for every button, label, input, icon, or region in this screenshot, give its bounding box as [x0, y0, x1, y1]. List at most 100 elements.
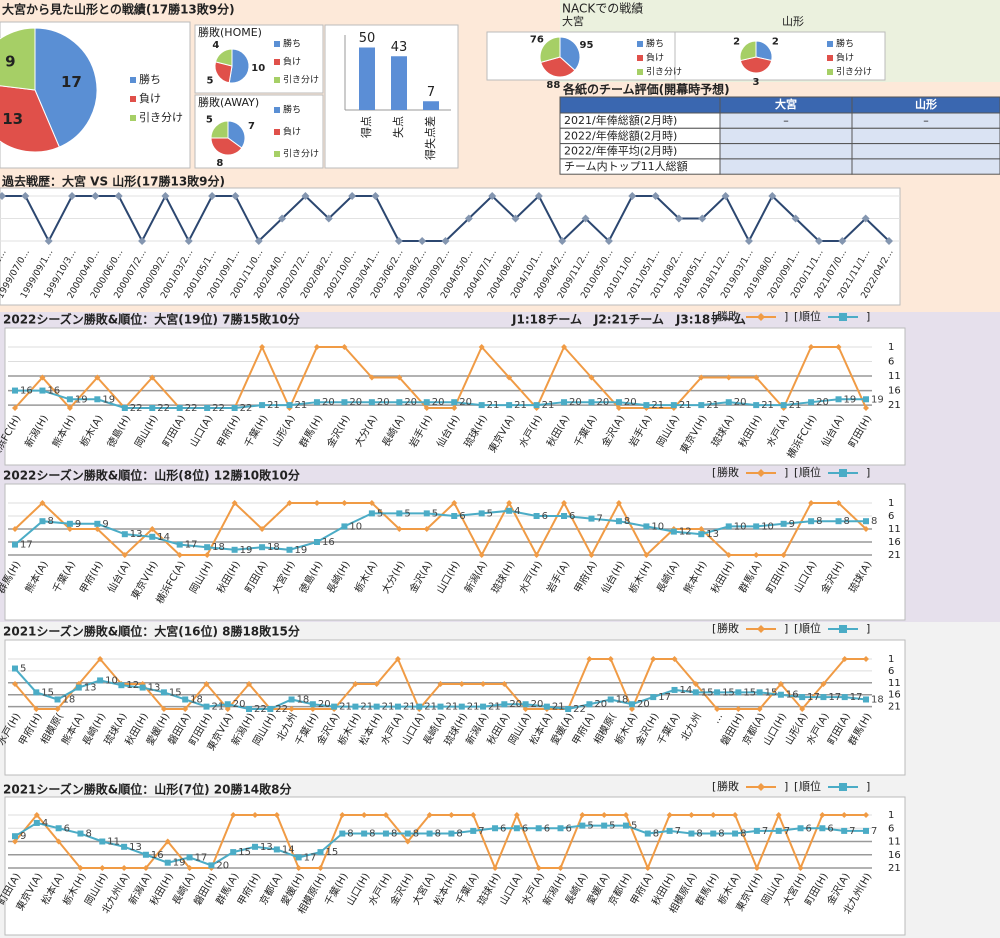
- data-label: 18: [871, 694, 884, 705]
- data-label: 20: [596, 397, 609, 408]
- data-label: 6: [459, 511, 465, 522]
- data-label: 15: [743, 687, 756, 698]
- marker: [149, 526, 156, 532]
- pie-slice: [214, 61, 233, 84]
- marker: [33, 812, 40, 818]
- marker: [94, 374, 101, 381]
- marker: [331, 703, 338, 710]
- line: [14, 821, 866, 867]
- legend-swatch: [274, 151, 280, 157]
- data-label: 16: [47, 386, 60, 397]
- data-label: 5: [377, 508, 383, 519]
- marker: [601, 822, 608, 829]
- legend-label: 勝敗: [717, 779, 739, 793]
- pie-slice: [540, 56, 576, 78]
- marker: [835, 396, 842, 403]
- data-label: 8: [816, 516, 822, 527]
- marker: [643, 523, 650, 530]
- legend-bracket: [: [712, 622, 716, 635]
- marker: [780, 552, 787, 558]
- row-label: チーム内トップ11人総額: [564, 159, 688, 173]
- table-cell: [719, 158, 853, 175]
- marker: [231, 192, 240, 200]
- marker: [688, 830, 695, 837]
- marker: [565, 706, 572, 712]
- legend-swatch: [130, 96, 136, 102]
- marker: [426, 812, 433, 818]
- data-label: 6: [522, 823, 528, 834]
- marker: [671, 656, 678, 662]
- marker: [313, 539, 320, 545]
- marker: [579, 822, 586, 829]
- data-label: 9: [75, 519, 81, 530]
- marker: [139, 684, 146, 691]
- legend-bracket: ]: [866, 466, 870, 479]
- data-label: 88: [546, 80, 560, 91]
- table-cell: [851, 158, 1000, 175]
- marker: [184, 237, 193, 245]
- data-label: 18: [297, 694, 310, 705]
- marker: [75, 684, 82, 691]
- column-header: 大宮: [775, 97, 797, 111]
- data-label: 8: [413, 829, 419, 840]
- marker: [506, 507, 513, 514]
- marker: [451, 405, 458, 411]
- marker: [66, 520, 73, 527]
- marker: [437, 681, 444, 687]
- marker: [561, 500, 568, 506]
- marker: [416, 703, 423, 710]
- legend-label: 勝ち: [283, 38, 301, 50]
- marker: [382, 830, 389, 837]
- marker: [423, 405, 430, 411]
- pie-slice: [539, 36, 561, 64]
- marker: [756, 689, 763, 696]
- data-label: 5: [404, 508, 410, 519]
- marker: [644, 830, 651, 837]
- legend-bracket: [: [794, 466, 798, 479]
- data-label: 20: [216, 860, 229, 871]
- section-title: NACKでの戦績: [562, 2, 643, 16]
- legend-label: 引き分け: [283, 149, 319, 160]
- marker: [230, 849, 237, 856]
- data-label: 19: [844, 394, 857, 405]
- marker: [339, 830, 346, 837]
- marker: [33, 706, 40, 712]
- marker: [588, 374, 595, 381]
- marker: [628, 192, 637, 200]
- marker: [533, 513, 540, 519]
- data-label: 15: [765, 687, 778, 698]
- marker: [313, 399, 320, 406]
- marker: [622, 812, 629, 818]
- chart-title: 山形: [782, 15, 804, 28]
- marker: [273, 812, 280, 818]
- data-label: 5: [206, 114, 213, 125]
- marker: [543, 703, 550, 710]
- data-label: 21: [487, 400, 500, 411]
- marker: [348, 192, 357, 200]
- marker: [230, 812, 237, 818]
- data-label: 21: [789, 400, 802, 411]
- marker: [615, 500, 622, 506]
- x-tick-label: 得点: [360, 116, 373, 138]
- marker: [753, 374, 760, 381]
- marker: [121, 865, 128, 871]
- marker: [501, 681, 508, 687]
- legend-label: 引き分け: [836, 67, 872, 78]
- marker: [819, 825, 826, 832]
- marker: [371, 192, 380, 200]
- marker: [404, 838, 411, 845]
- data-label: 13: [130, 529, 143, 540]
- marker: [732, 830, 739, 837]
- marker: [558, 237, 567, 245]
- legend-label: 勝敗: [717, 465, 739, 479]
- marker: [698, 531, 705, 538]
- annotation: J1:18チーム J2:21チーム J3:18チーム: [511, 313, 746, 327]
- data-label: 21: [267, 400, 280, 411]
- pie-slice: [559, 36, 581, 72]
- marker: [142, 865, 149, 871]
- marker: [118, 682, 125, 689]
- marker: [295, 854, 302, 861]
- data-label: 7: [871, 826, 877, 837]
- marker: [39, 500, 46, 506]
